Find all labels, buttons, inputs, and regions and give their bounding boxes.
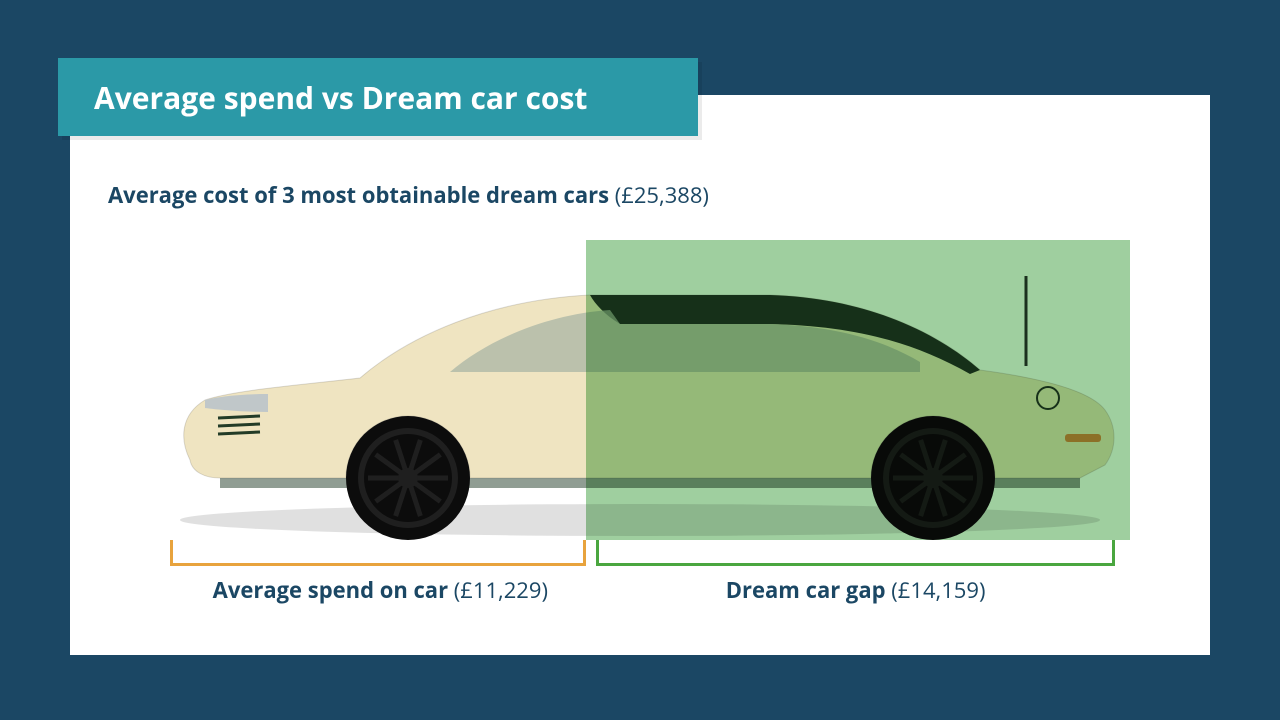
- bracket-average-spend: [170, 540, 587, 566]
- bracket-dream-gap: [596, 540, 1115, 566]
- label-dream-gap-title: Dream car gap: [726, 575, 886, 605]
- label-average-spend-title: Average spend on car: [213, 575, 448, 605]
- outer-frame: Average spend vs Dream car cost Average …: [0, 0, 1280, 720]
- label-average-spend: Average spend on car (£11,229): [213, 575, 548, 605]
- car-stage: [150, 240, 1130, 540]
- title-banner: Average spend vs Dream car cost: [58, 58, 698, 136]
- brackets-row: [150, 540, 1130, 568]
- subtitle-bold: Average cost of 3 most obtainable dream …: [108, 180, 609, 210]
- subtitle-value: (£25,388): [609, 180, 709, 210]
- label-average-spend-value: (£11,229): [448, 575, 548, 605]
- label-dream-gap-value: (£14,159): [886, 575, 986, 605]
- title-text: Average spend vs Dream car cost: [94, 77, 587, 118]
- gap-overlay: [586, 240, 1130, 540]
- label-dream-gap: Dream car gap (£14,159): [726, 575, 986, 605]
- subtitle: Average cost of 3 most obtainable dream …: [108, 180, 709, 210]
